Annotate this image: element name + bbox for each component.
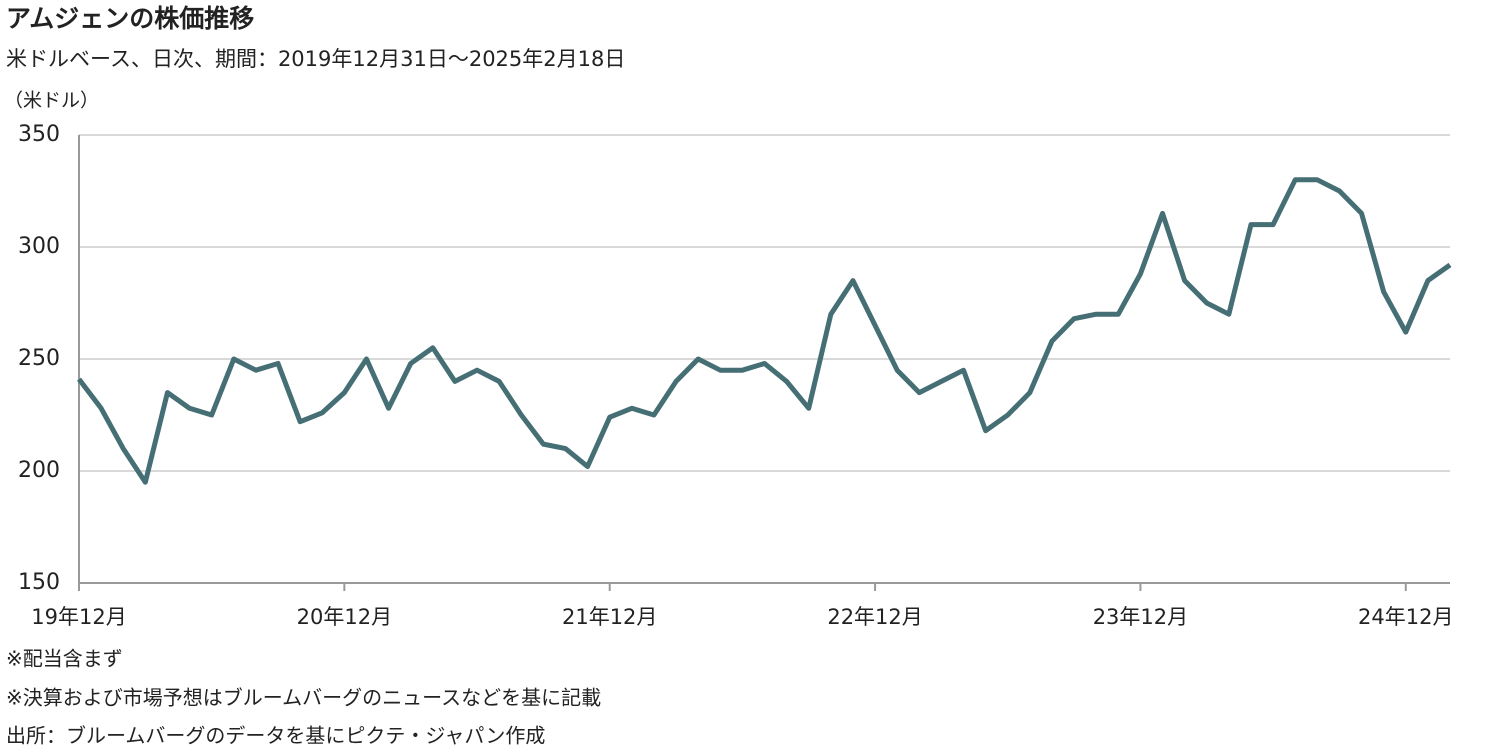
- x-tick-label: 21年12月: [562, 605, 657, 629]
- chart-subtitle: 米ドルベース、日次、期間：2019年12月31日～2025年2月18日: [6, 47, 625, 71]
- y-tick-label: 150: [18, 570, 60, 595]
- price-line: [77, 177, 1452, 485]
- y-tick-label: 300: [18, 234, 60, 259]
- note: 出所：ブルームバーグのデータを基にピクテ・ジャパン作成: [6, 724, 545, 748]
- y-axis-label: （米ドル）: [4, 90, 99, 112]
- x-tick-label: 22年12月: [827, 605, 922, 629]
- note: ※配当含まず: [6, 647, 123, 671]
- note: ※決算および市場予想はブルームバーグのニュースなどを基に記載: [6, 686, 601, 710]
- x-tick-label: 20年12月: [297, 605, 392, 629]
- x-tick-label: 19年12月: [31, 605, 126, 629]
- x-tick-label: 24年12月: [1358, 605, 1453, 629]
- chart-title: アムジェンの株価推移: [6, 4, 254, 33]
- y-tick-label: 350: [18, 122, 60, 147]
- y-tick-label: 250: [18, 346, 60, 371]
- y-tick-label: 200: [18, 458, 60, 483]
- x-tick-label: 23年12月: [1093, 605, 1188, 629]
